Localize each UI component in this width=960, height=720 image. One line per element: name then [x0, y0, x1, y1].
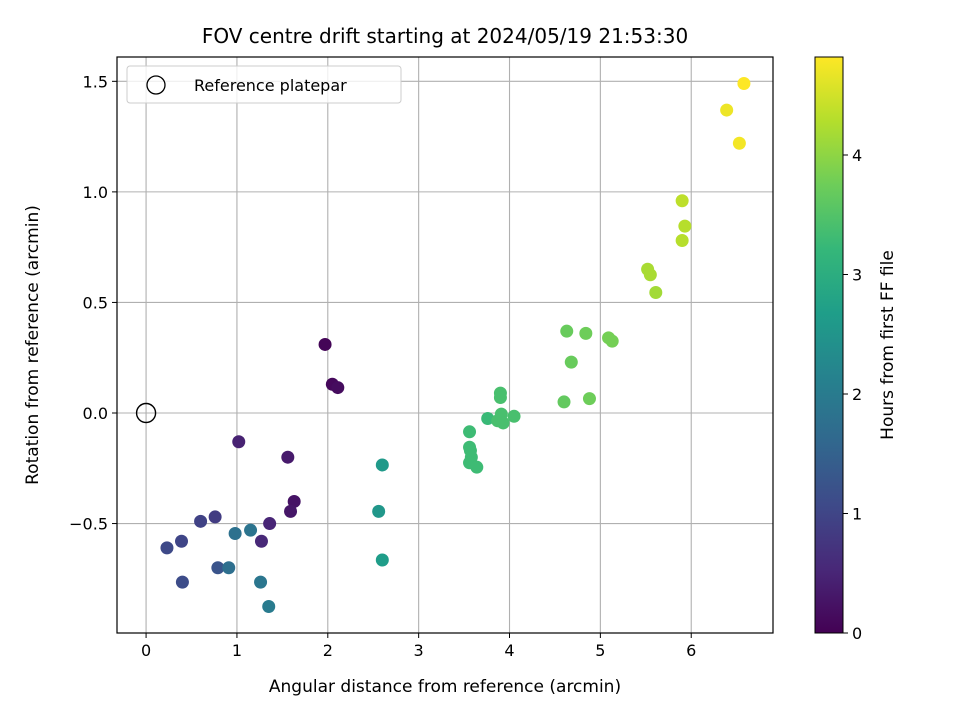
data-points: [160, 77, 751, 613]
data-point: [160, 541, 174, 555]
data-point: [287, 494, 301, 508]
y-tick-label: 1.5: [83, 72, 108, 91]
data-point: [254, 534, 268, 548]
grid-lines: [117, 57, 773, 633]
y-tick-label: −0.5: [69, 515, 108, 534]
data-point: [675, 234, 689, 248]
data-point: [557, 395, 571, 409]
y-tick-label: 1.0: [83, 183, 108, 202]
y-tick-label: 0.5: [83, 293, 108, 312]
x-tick-label: 4: [504, 641, 514, 660]
data-point: [720, 103, 734, 117]
data-point: [579, 326, 593, 340]
data-point: [375, 553, 389, 567]
chart-title: FOV centre drift starting at 2024/05/19 …: [202, 24, 688, 48]
data-point: [375, 458, 389, 472]
data-point: [244, 523, 258, 537]
data-point: [281, 450, 295, 464]
x-tick-label: 1: [232, 641, 242, 660]
reference-marker: [135, 402, 157, 424]
x-tick-label: 6: [686, 641, 696, 660]
y-axis-ticks: −0.5 0.0 0.5 1.0 1.5: [69, 72, 117, 534]
colorbar-label: Hours from first FF file: [878, 250, 898, 440]
data-point: [496, 416, 510, 430]
data-point: [507, 409, 521, 423]
colorbar-tick-label: 2: [852, 385, 862, 404]
legend-entry-reference: Reference platepar: [194, 76, 347, 95]
data-point: [605, 334, 619, 348]
x-tick-label: 5: [595, 641, 605, 660]
legend-marker-reference: [146, 75, 166, 95]
data-point: [582, 392, 596, 406]
data-point: [675, 194, 689, 208]
data-point: [175, 575, 189, 589]
data-point: [175, 534, 189, 548]
data-point: [232, 435, 246, 449]
data-point: [208, 510, 222, 524]
data-point: [372, 504, 386, 518]
data-point: [211, 561, 225, 575]
plot-frame: [116, 56, 774, 634]
data-point: [463, 425, 477, 439]
x-axis-ticks: 0 1 2 3 4 5 6: [141, 633, 696, 660]
data-point: [263, 517, 277, 531]
data-point: [194, 514, 208, 528]
reference-point: [135, 402, 157, 424]
colorbar-tick-label: 0: [852, 624, 862, 643]
data-point: [284, 504, 298, 518]
x-tick-label: 2: [323, 641, 333, 660]
colorbar-tick-label: 3: [852, 265, 862, 284]
data-point: [678, 219, 692, 233]
legend-box: [126, 65, 402, 104]
y-axis-label: Rotation from reference (arcmin): [23, 205, 43, 485]
data-point: [228, 526, 242, 540]
data-point: [560, 324, 574, 338]
colorbar-tick-label: 1: [852, 504, 862, 523]
data-point: [732, 136, 746, 150]
data-point: [481, 412, 495, 426]
colorbar-gradient: [814, 56, 844, 634]
data-point: [649, 285, 663, 299]
x-tick-label: 3: [414, 641, 424, 660]
colorbar-tick-label: 4: [852, 146, 862, 165]
data-point: [564, 355, 578, 369]
data-point: [737, 77, 751, 91]
x-axis-label: Angular distance from reference (arcmin): [269, 677, 621, 697]
y-tick-label: 0.0: [83, 404, 108, 423]
data-point: [222, 561, 236, 575]
data-point: [493, 391, 507, 405]
x-tick-label: 0: [141, 641, 151, 660]
data-point: [262, 599, 276, 613]
data-point: [331, 381, 345, 395]
colorbar-ticks: 0 1 2 3 4: [843, 146, 862, 643]
data-point: [643, 268, 657, 282]
data-point: [254, 575, 268, 589]
colorbar: 0 1 2 3 4 Hours from first FF file: [814, 56, 898, 643]
legend: Reference platepar: [126, 65, 402, 104]
data-point: [470, 460, 484, 474]
data-point: [318, 337, 332, 351]
